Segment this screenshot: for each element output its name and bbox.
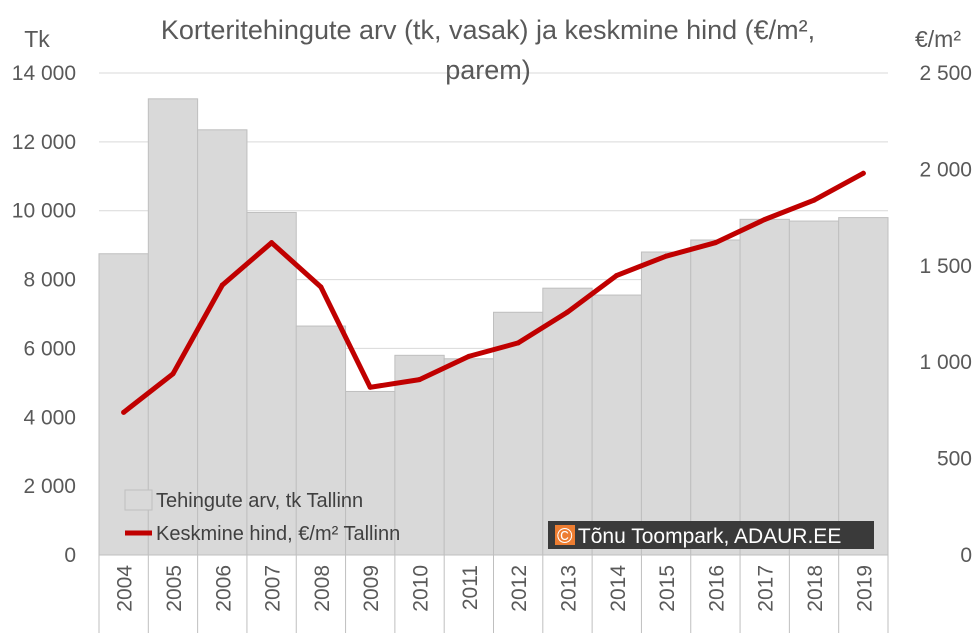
x-tick-label: 2011 — [459, 565, 482, 610]
bar — [838, 217, 889, 556]
line-point — [564, 309, 570, 315]
x-tick-label: 2008 — [311, 565, 334, 612]
tick-labels: 0 2 000 4 000 6 000 8 000 10 000 12 000 14 000 0… — [12, 62, 972, 612]
y-right-tick-label: 2 500 — [919, 62, 972, 85]
y-left-tick-label: 6 000 — [23, 337, 76, 360]
chart-title-line2: parem) — [445, 55, 531, 85]
bar — [246, 211, 297, 556]
y-left-tick-label: 0 — [64, 544, 76, 567]
bar — [394, 354, 445, 556]
y-right-tick-label: 1 500 — [919, 255, 972, 278]
x-tick-label: 2016 — [705, 565, 728, 612]
legend-bar-swatch — [124, 489, 153, 511]
x-tick-label: 2007 — [262, 565, 285, 612]
legend-line-label: Keskmine hind, €/m² Tallinn — [156, 523, 400, 545]
bar — [147, 98, 199, 556]
legend: Tehingute arv, tk Tallinn Keskmine hind,… — [124, 489, 400, 545]
credit-background — [548, 521, 874, 549]
bar — [345, 390, 396, 556]
line-point — [417, 377, 423, 383]
x-tick-label: 2006 — [212, 565, 235, 612]
x-tick-label: 2012 — [508, 565, 531, 612]
line-point — [466, 353, 472, 359]
line-point — [269, 240, 275, 246]
y-right-tick-label: 1 000 — [919, 351, 972, 374]
bar — [295, 325, 347, 556]
credit-text: © Tõnu Toompark, ADAUR.EE — [557, 525, 841, 548]
line-point — [515, 340, 521, 346]
axes — [98, 554, 889, 633]
y-left-tick-label: 2 000 — [23, 475, 76, 498]
copyright-badge — [555, 525, 575, 545]
line-point — [762, 217, 768, 223]
line-point — [860, 170, 866, 176]
x-tick-label: 2009 — [360, 565, 383, 612]
bar — [640, 251, 692, 556]
bar — [690, 239, 741, 556]
x-tick-label: 2013 — [557, 565, 580, 612]
price-line — [121, 170, 866, 415]
x-tick-label: 2019 — [853, 565, 876, 612]
bar — [739, 218, 790, 556]
y-right-tick-label: 0 — [960, 544, 972, 567]
line-series — [121, 170, 866, 415]
legend-bar-label: Tehingute arv, tk Tallinn — [156, 490, 363, 512]
line-point — [318, 284, 324, 290]
x-tick-label: 2005 — [163, 565, 186, 612]
x-tick-label: 2010 — [410, 565, 433, 612]
y-left-tick-label: 10 000 — [12, 200, 76, 223]
chart-title-line1: Korteritehingute arv (tk, vasak) ja kesk… — [161, 15, 815, 45]
line-point — [811, 197, 817, 203]
line-point — [121, 409, 127, 415]
line-point — [170, 371, 176, 377]
y-right-tick-label: 500 — [937, 448, 972, 471]
y-right-unit: €/m² — [915, 26, 961, 52]
y-left-tick-label: 12 000 — [12, 131, 76, 154]
x-tick-label: 2018 — [804, 565, 827, 612]
x-tick-label: 2014 — [607, 565, 630, 612]
y-left-tick-label: 14 000 — [12, 62, 76, 85]
line-point — [663, 253, 669, 259]
bar — [591, 294, 642, 556]
line-point — [712, 240, 718, 246]
line-point — [614, 272, 620, 278]
x-tick-label: 2015 — [656, 565, 679, 612]
bar — [788, 220, 840, 556]
y-left-unit: Tk — [24, 26, 50, 52]
line-point — [219, 282, 225, 288]
bar — [493, 311, 544, 556]
bar-series — [98, 98, 889, 556]
x-tick-label: 2017 — [755, 565, 778, 612]
bar — [542, 287, 593, 556]
y-left-tick-label: 4 000 — [23, 406, 76, 429]
credit-box: © Tõnu Toompark, ADAUR.EE — [548, 521, 874, 549]
x-tick-label: 2004 — [114, 565, 137, 612]
bar — [443, 358, 494, 556]
bar — [197, 129, 248, 556]
y-right-tick-label: 2 000 — [919, 158, 972, 181]
line-point — [367, 384, 373, 390]
y-left-tick-label: 8 000 — [23, 269, 76, 292]
